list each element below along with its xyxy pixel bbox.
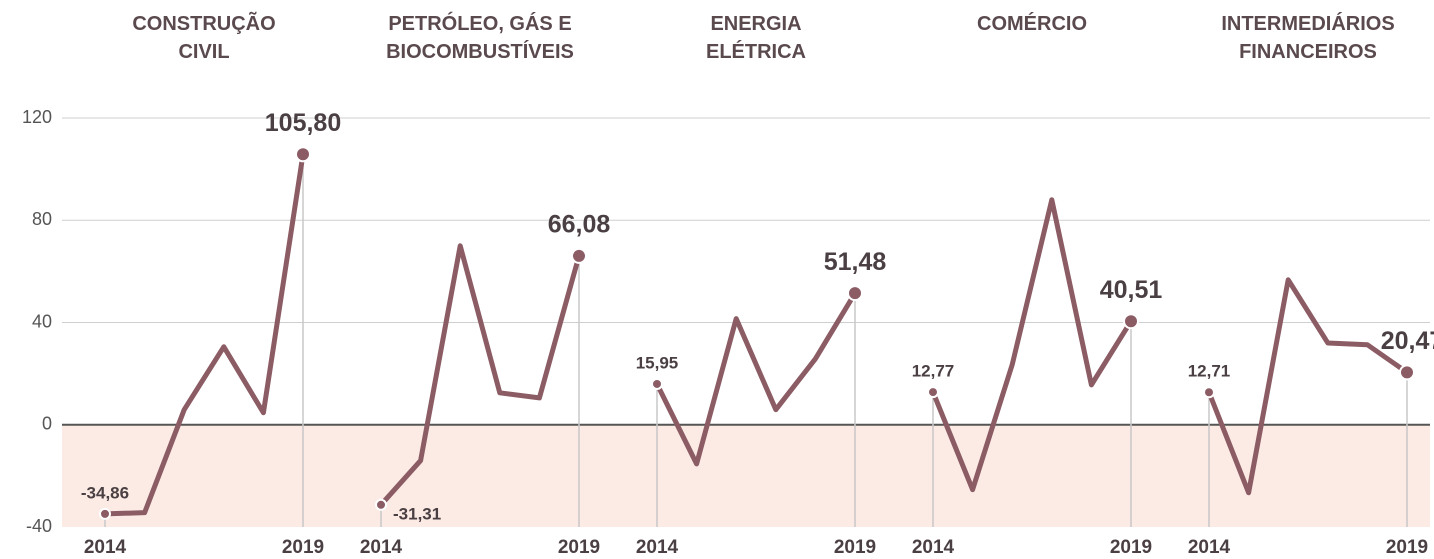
data-label: -31,31 [393, 504, 441, 523]
x-tick-label: 2019 [834, 537, 876, 558]
panel-title: INTERMEDIÁRIOS FINANCEIROS [1221, 13, 1395, 63]
x-tick-label: 2014 [84, 537, 127, 558]
panel-title: ENERGIA ELÉTRICA [706, 13, 806, 63]
x-tick-label: 2019 [1110, 537, 1152, 558]
point [571, 247, 587, 264]
point [295, 146, 311, 163]
x-tick-label: 2014 [360, 537, 403, 558]
x-tick-label: 2019 [282, 537, 324, 558]
series-line [930, 197, 1134, 493]
series-line [102, 151, 306, 517]
data-label: 12,77 [912, 362, 955, 381]
data-label: 15,95 [636, 353, 679, 372]
data-label: 51,48 [824, 248, 887, 276]
x-tick-label: 2014 [1188, 537, 1231, 558]
series-line [1206, 277, 1410, 496]
data-label: 40,51 [1100, 276, 1163, 304]
point [927, 386, 939, 399]
point [99, 507, 111, 520]
point [1203, 386, 1215, 399]
y-tick-label: 80 [32, 209, 52, 229]
point [375, 498, 387, 511]
point [1399, 364, 1415, 381]
negative-area [62, 424, 1430, 527]
series-line [654, 290, 858, 467]
y-tick-label: 120 [22, 107, 52, 127]
data-label: 12,71 [1188, 362, 1231, 381]
data-label: 105,80 [265, 109, 341, 137]
panel-title: COMÉRCIO [977, 13, 1087, 35]
x-tick-label: 2019 [1386, 537, 1428, 558]
point [847, 285, 863, 302]
panel-title: CONSTRUÇÃO CIVIL [132, 13, 276, 63]
data-label: 20,47 [1381, 327, 1434, 355]
data-label: -34,86 [81, 483, 129, 502]
point [1123, 313, 1139, 330]
data-label: 66,08 [548, 210, 611, 238]
y-tick-label: -40 [26, 516, 52, 536]
y-tick-label: 0 [42, 414, 52, 434]
x-tick-label: 2019 [558, 537, 600, 558]
point [651, 377, 663, 390]
panel-title: PETRÓLEO, GÁS E BIOCOMBUSTÍVEIS [386, 13, 574, 63]
x-tick-label: 2014 [636, 537, 679, 558]
series-line [378, 243, 582, 508]
y-tick-label: 40 [32, 311, 52, 331]
x-tick-label: 2014 [912, 537, 955, 558]
